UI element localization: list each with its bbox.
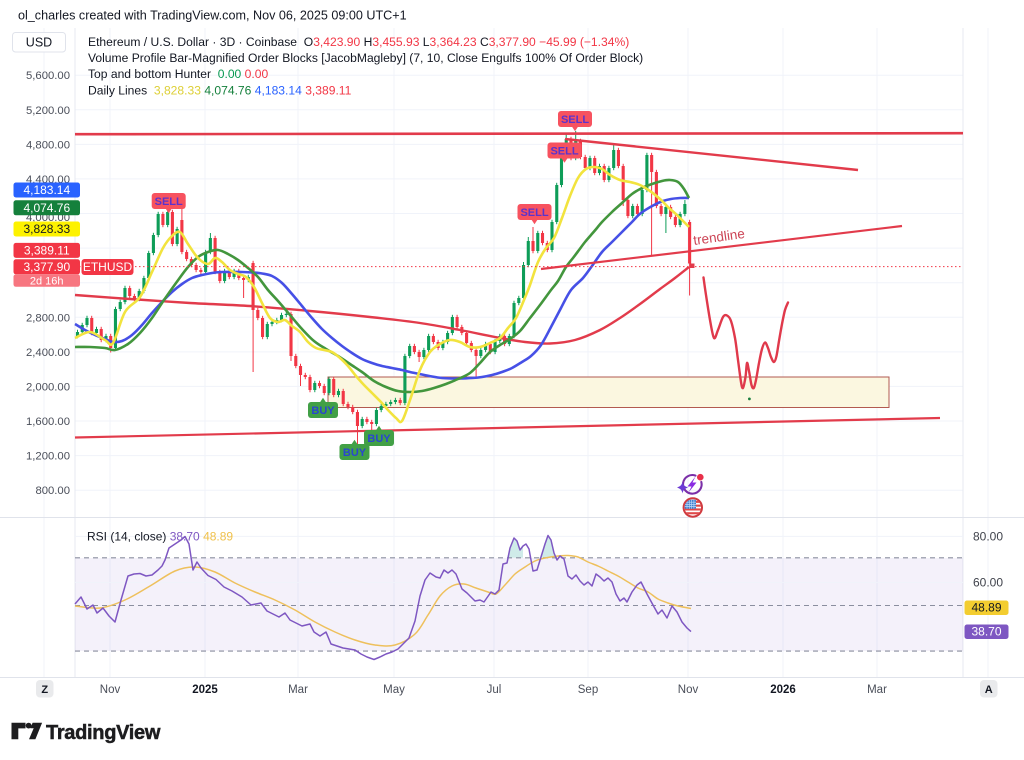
svg-text:Mar: Mar bbox=[288, 684, 308, 696]
svg-text:Ethereum / U.S. Dollar · 3D ·: Ethereum / U.S. Dollar · 3D · Coinbase O… bbox=[88, 35, 629, 49]
svg-text:2025: 2025 bbox=[192, 684, 218, 696]
svg-text:SELL: SELL bbox=[520, 207, 548, 219]
svg-text:800.00: 800.00 bbox=[35, 485, 70, 497]
svg-text:80.00: 80.00 bbox=[973, 530, 1003, 544]
svg-text:SELL: SELL bbox=[561, 114, 589, 126]
svg-text:TradingView: TradingView bbox=[46, 722, 161, 744]
svg-text:Daily Lines 3,828.33 4,074.76: Daily Lines 3,828.33 4,074.76 4,183.14 3… bbox=[88, 84, 352, 98]
svg-text:USD: USD bbox=[26, 36, 52, 50]
svg-text:48.89: 48.89 bbox=[971, 601, 1001, 615]
svg-text:Volume Profile Bar-Magnified O: Volume Profile Bar-Magnified Order Block… bbox=[88, 51, 643, 65]
svg-text:2,000.00: 2,000.00 bbox=[26, 381, 70, 393]
svg-text:BUY: BUY bbox=[343, 447, 367, 459]
svg-text:4,183.14: 4,183.14 bbox=[23, 183, 70, 197]
svg-text:5,200.00: 5,200.00 bbox=[26, 105, 70, 117]
svg-text:2,800.00: 2,800.00 bbox=[26, 312, 70, 324]
svg-text:2026: 2026 bbox=[770, 684, 796, 696]
svg-text:Mar: Mar bbox=[867, 684, 887, 696]
svg-text:3,377.90: 3,377.90 bbox=[23, 260, 70, 274]
svg-text:RSI (14, close) 38.70 48.89: RSI (14, close) 38.70 48.89 bbox=[87, 530, 233, 544]
svg-text:1,200.00: 1,200.00 bbox=[26, 451, 70, 463]
svg-text:BUY: BUY bbox=[311, 405, 335, 417]
svg-text:1,600.00: 1,600.00 bbox=[26, 416, 70, 428]
svg-text:Top and bottom Hunter 0.00 0.: Top and bottom Hunter 0.00 0.00 bbox=[88, 67, 268, 81]
svg-text:SELL: SELL bbox=[550, 146, 578, 158]
svg-text:3,828.33: 3,828.33 bbox=[23, 222, 70, 236]
svg-text:60.00: 60.00 bbox=[973, 576, 1003, 590]
svg-text:2d 16h: 2d 16h bbox=[30, 275, 64, 287]
svg-text:5,600.00: 5,600.00 bbox=[26, 70, 70, 82]
svg-text:4,074.76: 4,074.76 bbox=[23, 201, 70, 215]
svg-text:Jul: Jul bbox=[487, 684, 502, 696]
svg-text:38.70: 38.70 bbox=[971, 625, 1001, 639]
svg-text:A: A bbox=[985, 684, 993, 696]
svg-text:BUY: BUY bbox=[367, 433, 391, 445]
svg-text:Nov: Nov bbox=[100, 684, 121, 696]
svg-text:SELL: SELL bbox=[155, 196, 183, 208]
svg-text:2,400.00: 2,400.00 bbox=[26, 347, 70, 359]
svg-text:3,389.11: 3,389.11 bbox=[24, 243, 70, 257]
svg-text:May: May bbox=[383, 684, 405, 696]
svg-text:Sep: Sep bbox=[578, 684, 598, 696]
svg-text:Z: Z bbox=[41, 684, 48, 696]
svg-text:trendline: trendline bbox=[692, 226, 745, 248]
svg-text:Nov: Nov bbox=[678, 684, 699, 696]
svg-text:ETHUSD: ETHUSD bbox=[83, 260, 133, 274]
svg-text:ol_charles created with Tradin: ol_charles created with TradingView.com,… bbox=[18, 9, 407, 23]
svg-text:4,800.00: 4,800.00 bbox=[26, 139, 70, 151]
